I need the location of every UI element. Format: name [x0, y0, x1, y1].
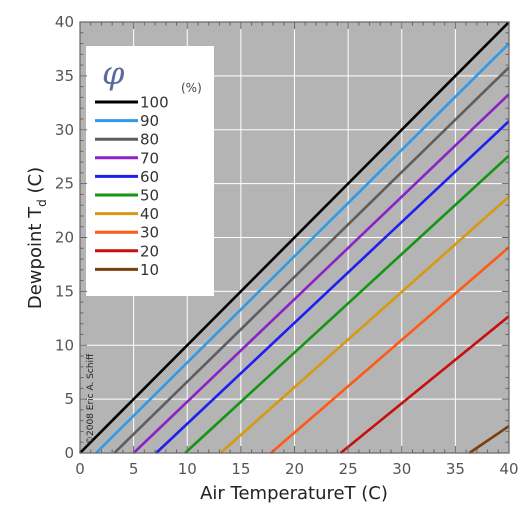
series-line-rh-30 — [270, 246, 510, 454]
x-tick-label-35: 35 — [446, 460, 465, 478]
y-tick-label-30: 30 — [55, 121, 74, 139]
x-tick-label-20: 20 — [285, 460, 304, 478]
legend-phi-symbol: φ — [102, 54, 125, 92]
x-tick-label-10: 10 — [178, 460, 197, 478]
series-line-rh-40 — [219, 195, 510, 454]
x-tick-labels: 0 5 10 15 20 25 30 35 40 — [75, 460, 518, 478]
y-tick-labels: 0 5 10 15 20 25 30 35 40 — [55, 13, 74, 462]
series-lines — [79, 21, 510, 455]
y-axis-title-unit: (C) — [25, 167, 46, 199]
series-line-rh-90 — [95, 42, 510, 454]
legend-box — [86, 46, 214, 296]
x-tick-label-40: 40 — [499, 460, 518, 478]
y-tick-label-25: 25 — [55, 175, 74, 193]
series-line-rh-10 — [468, 424, 510, 455]
y-tick-label-20: 20 — [55, 229, 74, 247]
legend-label-100: 100 — [140, 94, 169, 112]
series-line-rh-60 — [155, 120, 510, 454]
y-tick-label-5: 5 — [64, 390, 74, 408]
legend-label-50: 50 — [140, 187, 159, 205]
series-line-rh-80 — [113, 66, 510, 454]
y-tick-label-0: 0 — [64, 444, 74, 462]
axis-ticks — [79, 21, 510, 454]
legend-label-80: 80 — [140, 131, 159, 149]
series-line-rh-70 — [132, 93, 510, 454]
legend-unit-label: (%) — [181, 81, 202, 95]
x-tick-label-30: 30 — [392, 460, 411, 478]
series-line-rh-50 — [184, 154, 510, 454]
x-tick-label-0: 0 — [75, 460, 85, 478]
credit-text: ©2008 Eric A. Schiff — [86, 353, 96, 445]
x-tick-label-15: 15 — [231, 460, 250, 478]
series-line-rh-20 — [339, 315, 510, 455]
y-axis-title-subscript: d — [35, 199, 49, 207]
legend-label-60: 60 — [140, 168, 159, 186]
legend-label-70: 70 — [140, 149, 159, 167]
legend-label-10: 10 — [140, 261, 159, 279]
x-axis-title: Air TemperatureT (C) — [200, 483, 388, 504]
series-line-rh-100 — [79, 21, 510, 454]
legend-label-90: 90 — [140, 112, 159, 130]
legend-label-30: 30 — [140, 224, 159, 242]
legend-label-40: 40 — [140, 205, 159, 223]
x-tick-label-5: 5 — [129, 460, 139, 478]
x-tick-label-25: 25 — [339, 460, 358, 478]
y-axis-title: Dewpoint Td (C) — [25, 167, 49, 309]
y-tick-label-35: 35 — [55, 67, 74, 85]
y-tick-label-15: 15 — [55, 282, 74, 300]
y-tick-label-40: 40 — [55, 13, 74, 31]
y-tick-label-10: 10 — [55, 336, 74, 354]
legend-label-20: 20 — [140, 242, 159, 260]
y-axis-title-main: Dewpoint T — [25, 206, 46, 309]
